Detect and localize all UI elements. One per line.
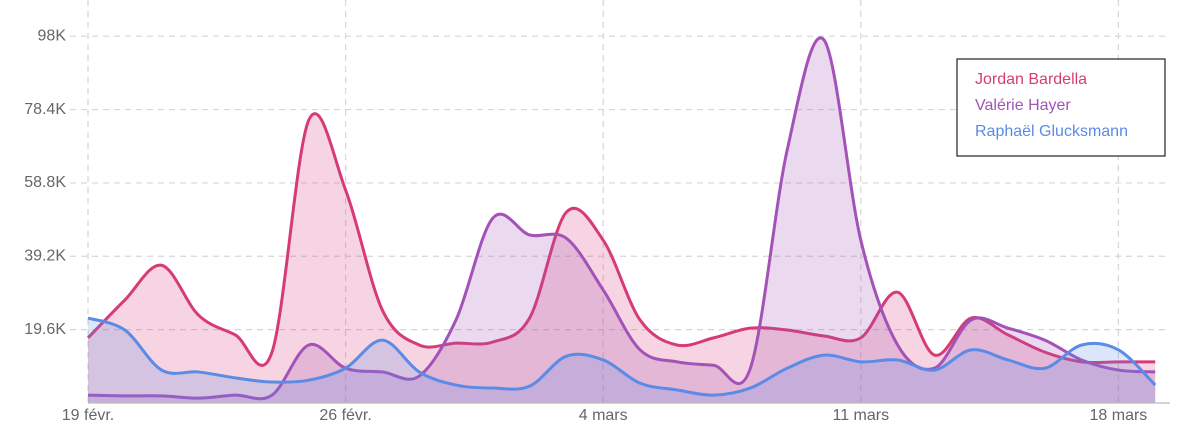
area bbox=[88, 318, 1156, 403]
legend: Jordan Bardella Valérie Hayer Raphaël Gluc… bbox=[975, 71, 1128, 140]
line bbox=[86, 112, 1156, 367]
y-tick-label: 19.6K bbox=[24, 321, 66, 338]
legend-label: Raphaël Glucksmann bbox=[975, 123, 1128, 140]
y-tick-label: 39.2K bbox=[24, 247, 66, 264]
y-tick-label: 58.8K bbox=[24, 174, 66, 191]
x-tick-label: 11 mars bbox=[832, 407, 889, 424]
x-tick-label: 18 mars bbox=[1090, 407, 1148, 424]
legend-label: Valérie Hayer bbox=[975, 97, 1071, 114]
labels: 19.6K 39.2K 58.8K 78.4K 98K 19 févr. 26 févr. 4… bbox=[24, 27, 1147, 424]
legend-box bbox=[956, 58, 1166, 157]
x-tick-label: 19 févr. bbox=[62, 407, 114, 424]
line bbox=[87, 316, 1157, 397]
x-tick-label: 4 mars bbox=[579, 407, 628, 424]
legend-label: Jordan Bardella bbox=[975, 71, 1087, 88]
y-tick-label: 78.4K bbox=[24, 101, 66, 118]
areas bbox=[86, 36, 1157, 403]
y-tick-label: 98K bbox=[38, 27, 67, 44]
area bbox=[88, 113, 1156, 403]
x-tick-label: 26 févr. bbox=[319, 407, 371, 424]
